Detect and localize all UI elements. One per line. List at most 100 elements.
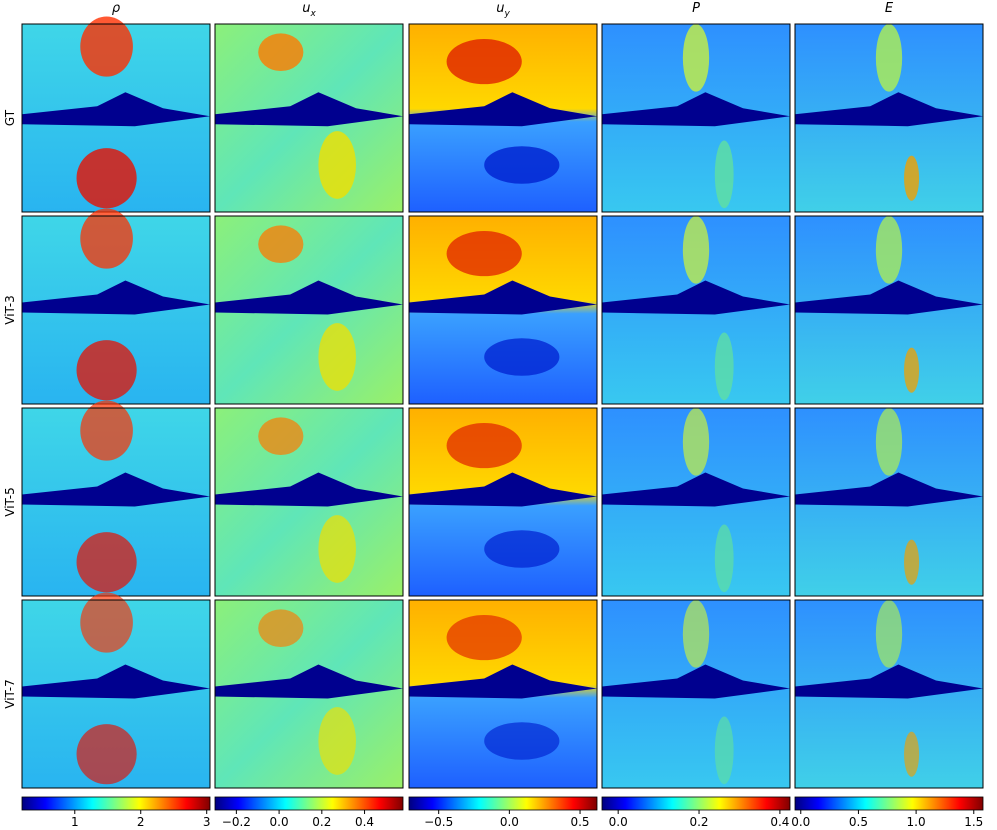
heatmap-panel bbox=[601, 407, 791, 597]
field-feature bbox=[80, 400, 133, 461]
colorbar-tick-label: 2 bbox=[137, 815, 145, 829]
field-feature bbox=[875, 24, 903, 92]
row-label: ViT-5 bbox=[3, 487, 17, 516]
panel-frame bbox=[601, 599, 791, 789]
shock-wedge bbox=[602, 280, 790, 315]
panel-frame bbox=[408, 407, 598, 597]
shock-wedge bbox=[409, 92, 597, 127]
title-subscript: y bbox=[503, 9, 510, 19]
heatmap-panel bbox=[601, 215, 791, 405]
field-feature bbox=[76, 532, 137, 593]
field-feature bbox=[76, 724, 137, 785]
heatmap-panel bbox=[21, 208, 211, 405]
shock-wedge bbox=[22, 92, 210, 127]
field-feature bbox=[682, 408, 710, 476]
panel-frame bbox=[794, 407, 984, 597]
colorbar-tick-label: 1.0 bbox=[907, 815, 926, 829]
colorbar bbox=[794, 796, 984, 811]
title-subscript: x bbox=[309, 9, 316, 19]
shock-wedge bbox=[215, 92, 403, 127]
panel-frame bbox=[214, 599, 404, 789]
panel-frame bbox=[794, 599, 984, 789]
panel-frame bbox=[214, 215, 404, 405]
heatmap-panel bbox=[408, 599, 598, 789]
heatmap-panel bbox=[21, 400, 211, 597]
heatmap-panel bbox=[21, 16, 211, 213]
shock-wedge bbox=[215, 664, 403, 699]
column-title: E bbox=[885, 1, 894, 16]
colorbar-tick-label: 0.0 bbox=[270, 815, 289, 829]
field-feature bbox=[904, 731, 920, 777]
field-feature bbox=[446, 39, 522, 85]
field-feature bbox=[76, 148, 137, 209]
field-feature bbox=[484, 722, 560, 760]
field-feature bbox=[484, 338, 560, 376]
heatmap-panel bbox=[214, 215, 404, 405]
heatmap-panel bbox=[21, 592, 211, 789]
field-feature bbox=[318, 131, 357, 199]
heatmap-panel bbox=[794, 407, 984, 597]
shock-wedge bbox=[602, 92, 790, 127]
colorbar-tick-label: 3 bbox=[203, 815, 211, 829]
heatmap-panel bbox=[601, 23, 791, 213]
field-feature bbox=[875, 216, 903, 284]
row-label: ViT-7 bbox=[3, 679, 17, 708]
heatmap-panel bbox=[794, 215, 984, 405]
heatmap-panel bbox=[408, 215, 598, 405]
field-feature bbox=[904, 347, 920, 393]
heatmap-panel bbox=[601, 599, 791, 789]
colorbar-tick-label: 1 bbox=[71, 815, 79, 829]
panel-frame bbox=[794, 215, 984, 405]
colorbar bbox=[601, 796, 791, 811]
column-title: ux bbox=[302, 1, 316, 19]
shock-wedge bbox=[409, 472, 597, 507]
field-feature bbox=[258, 417, 304, 456]
colorbar-tick-label: 0.5 bbox=[849, 815, 868, 829]
field-feature bbox=[714, 332, 734, 401]
field-feature bbox=[682, 216, 710, 284]
colorbar-tick-label: 0.2 bbox=[312, 815, 331, 829]
field-feature bbox=[80, 16, 133, 77]
shock-wedge bbox=[215, 280, 403, 315]
field-feature bbox=[258, 33, 304, 71]
panel-frame bbox=[21, 599, 211, 789]
field-feature bbox=[682, 600, 710, 668]
heatmap-panel bbox=[214, 407, 404, 597]
field-feature bbox=[714, 524, 734, 593]
heatmap-panel bbox=[214, 23, 404, 213]
field-feature bbox=[714, 140, 734, 209]
colorbar-tick-label: 0.0 bbox=[500, 815, 519, 829]
shock-wedge bbox=[795, 472, 983, 507]
colorbar-tick-label: 0.0 bbox=[609, 815, 628, 829]
colorbar bbox=[21, 796, 211, 811]
field-feature bbox=[80, 592, 133, 653]
colorbar-tick-label: 0.5 bbox=[570, 815, 589, 829]
field-feature bbox=[258, 609, 304, 647]
panel-frame bbox=[408, 599, 598, 789]
panel-frame bbox=[794, 23, 984, 213]
colorbar bbox=[408, 796, 598, 811]
panel-frame bbox=[601, 215, 791, 405]
shock-wedge bbox=[409, 664, 597, 699]
panel-frame bbox=[601, 407, 791, 597]
column-title: uy bbox=[496, 1, 510, 19]
field-feature bbox=[318, 515, 357, 583]
shock-wedge bbox=[22, 664, 210, 699]
colorbar-tick-label: 0.2 bbox=[689, 815, 708, 829]
shock-wedge bbox=[409, 280, 597, 315]
field-feature bbox=[446, 423, 522, 469]
heatmap-panel bbox=[794, 599, 984, 789]
heatmap-panel bbox=[214, 599, 404, 789]
colorbar-tick-label: 1.5 bbox=[964, 815, 983, 829]
field-feature bbox=[714, 716, 734, 785]
column-title: ρ bbox=[112, 1, 121, 16]
field-feature bbox=[446, 231, 522, 277]
shock-wedge bbox=[22, 280, 210, 315]
panel-frame bbox=[214, 23, 404, 213]
field-feature bbox=[904, 539, 920, 585]
colorbar-tick-label: 0.4 bbox=[355, 815, 374, 829]
column-title: P bbox=[692, 1, 700, 16]
shock-wedge bbox=[602, 472, 790, 507]
heatmap-panel bbox=[794, 23, 984, 213]
